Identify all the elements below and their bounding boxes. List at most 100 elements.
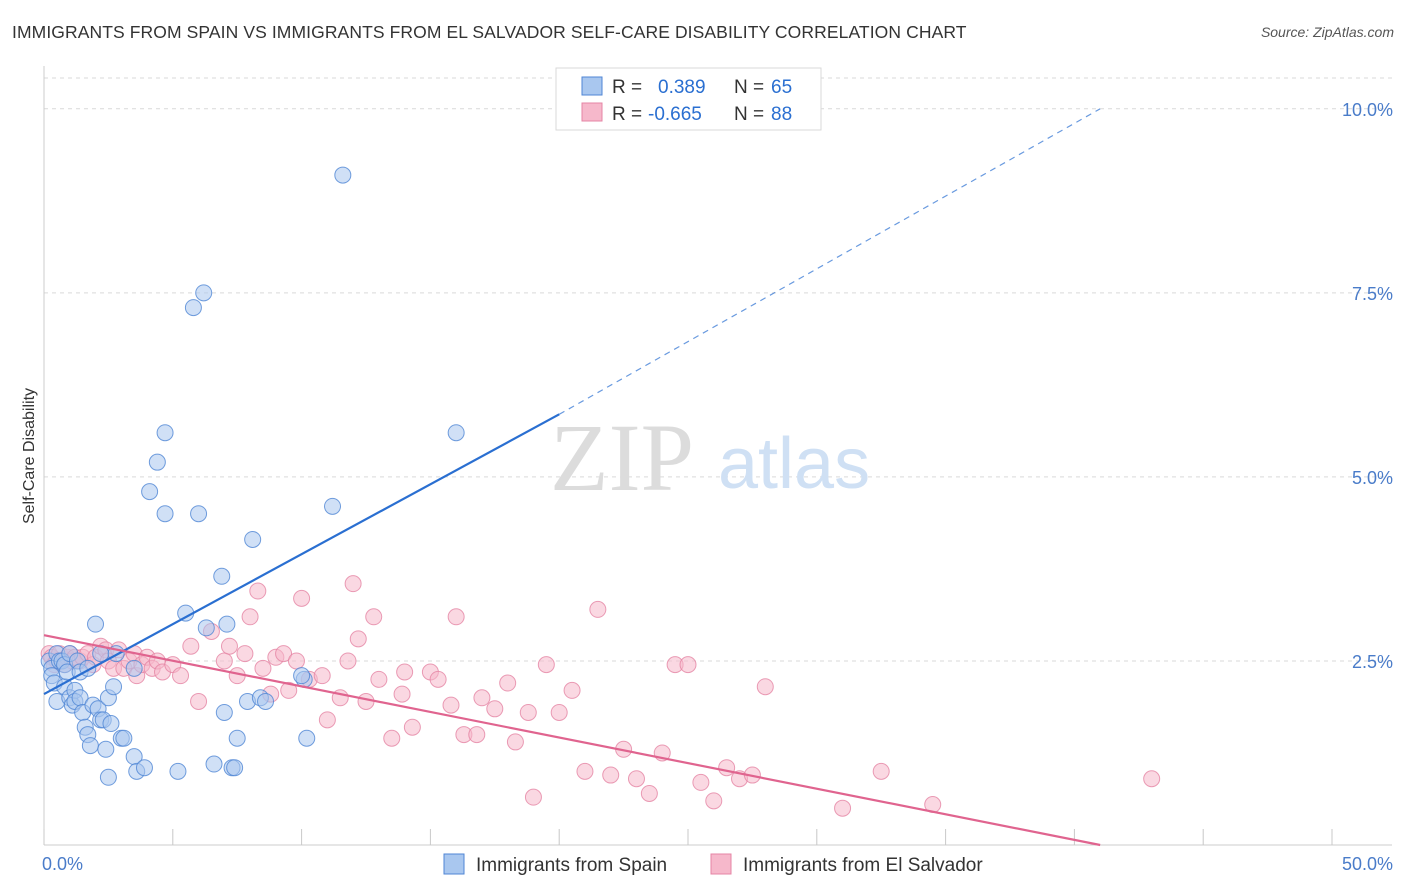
spain-point <box>81 737 99 755</box>
salvador-point <box>589 600 607 618</box>
salvador-point <box>524 788 542 806</box>
legend-spain-r-label: R = <box>612 77 642 98</box>
salvador-point <box>236 645 254 663</box>
spain-point <box>156 424 174 442</box>
salvador-point <box>344 575 362 593</box>
salvador-point <box>473 689 491 707</box>
salvador-point <box>393 685 411 703</box>
salvador-point <box>383 729 401 747</box>
salvador-point <box>287 652 305 670</box>
salvador-point <box>563 681 581 699</box>
spain-point <box>228 729 246 747</box>
salvador-point <box>182 637 200 655</box>
x-tick-label-max: 50.0% <box>1342 854 1393 874</box>
salvador-point <box>339 652 357 670</box>
y-tick-label: 10.0% <box>1342 100 1393 120</box>
spain-point <box>257 692 275 710</box>
spain-point <box>244 530 262 548</box>
salvador-point <box>215 652 233 670</box>
spain-point <box>298 729 316 747</box>
spain-point <box>105 678 123 696</box>
bottom-legend-spain-swatch <box>443 853 465 875</box>
salvador-point <box>403 718 421 736</box>
gridlines <box>44 77 1392 662</box>
axes: 2.5% 5.0% 7.5% 10.0% 0.0% 50.0% <box>42 66 1393 874</box>
salvador-point <box>365 608 383 626</box>
salvador-point <box>537 656 555 674</box>
source-label: Source: ZipAtlas.com <box>1260 24 1394 40</box>
y-tick-label: 7.5% <box>1352 284 1393 304</box>
spain-point <box>324 497 342 515</box>
spain-point <box>190 505 208 523</box>
salvador-point <box>519 703 537 721</box>
salvador-trend-line <box>43 634 1101 847</box>
salvador-point <box>679 656 697 674</box>
spain-point <box>87 615 105 633</box>
spain-point <box>334 166 352 184</box>
spain-point <box>135 759 153 777</box>
salvador-point <box>1143 770 1161 788</box>
spain-point <box>213 567 231 585</box>
watermark-zip: ZIP <box>550 404 694 511</box>
spain-trend-extension <box>558 108 1101 415</box>
spain-point <box>148 453 166 471</box>
salvador-point <box>357 692 375 710</box>
salvador-point <box>280 681 298 699</box>
salvador-point <box>550 703 568 721</box>
x-tick-label-min: 0.0% <box>42 854 83 874</box>
chart-title: IMMIGRANTS FROM SPAIN VS IMMIGRANTS FROM… <box>12 22 967 42</box>
spain-point <box>197 619 215 637</box>
legend: R = 0.389 N = 65 R = -0.665 N = 88 <box>555 67 822 131</box>
salvador-point <box>275 645 293 663</box>
bottom-legend-spain-label: Immigrants from Spain <box>476 855 667 876</box>
salvador-point <box>349 630 367 648</box>
spain-point <box>141 483 159 501</box>
y-axis-label: Self-Care Disability <box>21 388 38 524</box>
spain-point <box>447 424 465 442</box>
bottom-legend-salvador-label: Immigrants from El Salvador <box>743 855 983 876</box>
salvador-point <box>576 762 594 780</box>
salvador-point <box>718 759 736 777</box>
legend-salvador-n-label: N = <box>734 104 764 125</box>
bottom-legend: Immigrants from Spain Immigrants from El… <box>443 853 983 876</box>
spain-point <box>184 299 202 317</box>
salvador-point <box>834 799 852 817</box>
spain-point <box>102 715 120 733</box>
legend-salvador-r-value: -0.665 <box>648 104 702 125</box>
spain-point <box>97 740 115 758</box>
salvador-point <box>627 770 645 788</box>
salvador-point <box>370 670 388 688</box>
legend-salvador-n-value: 88 <box>771 104 792 125</box>
spain-point <box>115 729 133 747</box>
salvador-point <box>692 773 710 791</box>
legend-salvador-swatch <box>581 102 603 122</box>
legend-spain-n-value: 65 <box>771 77 792 98</box>
legend-spain-r-value: 0.389 <box>658 77 706 98</box>
y-tick-label: 2.5% <box>1352 652 1393 672</box>
salvador-point <box>447 608 465 626</box>
spain-point <box>218 615 236 633</box>
salvador-point <box>293 589 311 607</box>
legend-spain-swatch <box>581 76 603 96</box>
spain-point <box>156 505 174 523</box>
salvador-point <box>241 608 259 626</box>
spain-point <box>99 768 117 786</box>
salvador-point <box>396 663 414 681</box>
salvador-point <box>220 637 238 655</box>
salvador-point <box>468 726 486 744</box>
salvador-point <box>429 670 447 688</box>
salvador-point <box>872 762 890 780</box>
spain-point <box>205 755 223 773</box>
salvador-point <box>499 674 517 692</box>
y-tick-label: 5.0% <box>1352 468 1393 488</box>
salvador-point <box>756 678 774 696</box>
legend-salvador-r-label: R = <box>612 104 642 125</box>
trend-lines <box>43 108 1101 847</box>
spain-point <box>293 667 311 685</box>
spain-point <box>169 762 187 780</box>
watermark-atlas: atlas <box>718 424 870 504</box>
salvador-point <box>486 700 504 718</box>
salvador-point <box>172 667 190 685</box>
spain-point <box>215 703 233 721</box>
